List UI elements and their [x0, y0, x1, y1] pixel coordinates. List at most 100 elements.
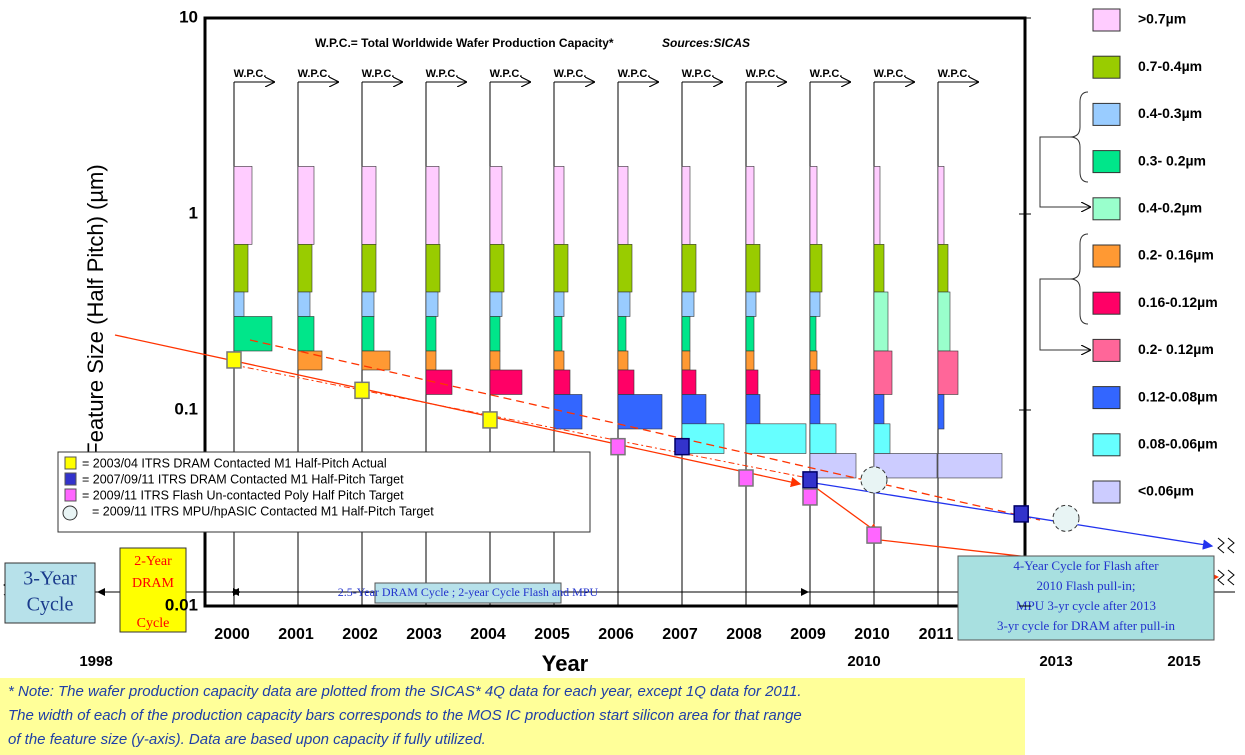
capacity-bar: [297, 350, 323, 371]
trend-line: [807, 481, 880, 534]
marker-legend: [57, 451, 591, 533]
legend-label: = 2003/04 ITRS DRAM Contacted M1 Half-Pi…: [82, 456, 387, 470]
y-tick-label: 1: [189, 203, 198, 222]
marker: [1052, 504, 1080, 532]
capacity-bar: [873, 244, 885, 293]
capacity-bar: [745, 291, 757, 317]
legend-swatch: [1092, 150, 1121, 174]
capacity-bar: [553, 369, 571, 395]
capacity-bar: [617, 244, 633, 293]
capacity-bar: [553, 394, 583, 430]
annotation-text: Cycle: [137, 616, 170, 631]
capacity-bar: [937, 291, 951, 352]
wpc-label: W.P.C.: [874, 68, 907, 80]
annotation-text: DRAM: [132, 576, 175, 591]
marker: [802, 488, 818, 506]
capacity-bar: [681, 244, 697, 293]
capacity-bar: [681, 291, 695, 317]
capacity-bar: [681, 166, 691, 245]
capacity-bar: [617, 350, 629, 371]
marker: [1013, 505, 1029, 523]
annotation-text: 4-Year Cycle for Flash after: [1013, 558, 1159, 573]
timeline-label: 2010: [847, 653, 880, 670]
x-tick-label: 2000: [214, 626, 250, 643]
capacity-bar: [745, 316, 755, 352]
capacity-bar: [489, 369, 523, 395]
capacity-bar: [425, 166, 440, 245]
capacity-bar: [681, 394, 707, 430]
wpc-label: W.P.C.: [490, 68, 523, 80]
capacity-bar: [489, 316, 501, 352]
plot-frame: [203, 16, 1027, 608]
x-tick-label: 2007: [662, 626, 698, 643]
capacity-bar: [425, 291, 439, 317]
capacity-bar: [681, 369, 697, 395]
marker: [802, 471, 818, 489]
annotation-text: 3-yr cycle for DRAM after pull-in: [997, 618, 1175, 633]
marker: [610, 437, 626, 456]
note-text: * Note: The wafer production capacity da…: [8, 683, 802, 700]
legend-marker: [64, 456, 77, 470]
annotation-text: MPU 3-yr cycle after 2013: [1016, 598, 1156, 613]
y-tick-label: 0.01: [165, 595, 198, 614]
capacity-bar: [937, 166, 945, 245]
legend-swatch: [1092, 244, 1121, 268]
legend-label: 0.16-0.12µm: [1138, 294, 1218, 310]
capacity-bar: [937, 350, 959, 395]
capacity-bar: [681, 350, 691, 371]
legend-label: >0.7µm: [1138, 11, 1186, 27]
legend-marker: [64, 488, 77, 502]
x-tick-label: 2004: [470, 626, 506, 643]
legend-label: 0.08-0.06µm: [1138, 436, 1218, 452]
capacity-bar: [809, 316, 817, 352]
annotation-text: 2010 Flash pull-in;: [1037, 578, 1136, 593]
legend-label: 0.12-0.08µm: [1138, 388, 1218, 404]
legend-label: 0.4-0.2µm: [1138, 200, 1202, 216]
note-text: of the feature size (y-axis). Data are b…: [8, 731, 486, 748]
annotation-text: 2.5-Year DRAM Cycle ; 2-year Cycle Flash…: [338, 585, 599, 599]
note-text: The width of each of the production capa…: [8, 707, 802, 724]
wpc-label: W.P.C.: [234, 68, 267, 80]
capacity-bar: [681, 316, 691, 352]
annotation-box: [957, 555, 1215, 641]
marker: [226, 351, 242, 369]
capacity-bar: [233, 244, 249, 293]
capacity-bar: [809, 369, 821, 395]
capacity-bar: [553, 316, 563, 352]
capacity-bar: [809, 291, 821, 317]
bars: [233, 82, 1003, 606]
wpc-label: W.P.C.: [554, 68, 587, 80]
legend-label: 0.3- 0.2µm: [1138, 152, 1206, 168]
legend-bracket: [1039, 91, 1090, 207]
annotation-box: [4, 562, 96, 624]
marker: [354, 381, 370, 400]
capacity-bar: [617, 369, 635, 395]
legend-marker: [64, 472, 77, 486]
legend-swatch: [1092, 102, 1121, 126]
legend-label: = 2009/11 ITRS Flash Un-contacted Poly H…: [82, 488, 404, 502]
capacity-bar: [425, 316, 437, 352]
marker: [860, 466, 888, 494]
annotation-box: [119, 547, 187, 633]
x-axis-label: Year: [542, 651, 589, 676]
capacity-bar: [617, 291, 631, 317]
capacity-bar: [425, 369, 453, 395]
capacity-bar: [617, 166, 629, 245]
annotation-box: [374, 582, 562, 604]
capacity-bar: [937, 244, 949, 293]
capacity-bar: [937, 394, 945, 430]
x-tick-label: 2009: [790, 626, 826, 643]
capacity-bar: [809, 244, 823, 293]
wpc-label: W.P.C.: [298, 68, 331, 80]
capacity-bar: [873, 291, 889, 352]
capacity-bar: [425, 350, 437, 371]
x-tick-label: 2002: [342, 626, 378, 643]
trend-line: [249, 339, 1041, 521]
capacity-bar: [553, 291, 565, 317]
x-tick-label: 2011: [919, 626, 954, 643]
capacity-bar: [361, 291, 375, 317]
capacity-bar: [489, 350, 501, 371]
capacity-bar: [617, 316, 627, 352]
wpc-label: W.P.C.: [362, 68, 395, 80]
